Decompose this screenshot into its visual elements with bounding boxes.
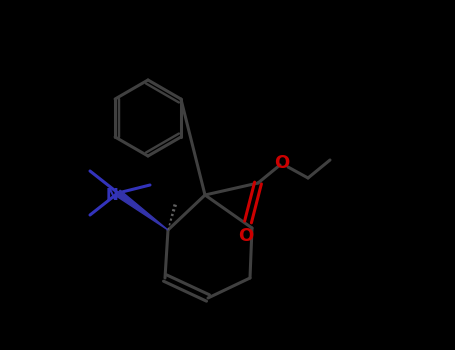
Text: O: O xyxy=(274,154,290,172)
Text: N: N xyxy=(106,188,118,203)
Polygon shape xyxy=(116,190,168,230)
Text: O: O xyxy=(238,227,253,245)
